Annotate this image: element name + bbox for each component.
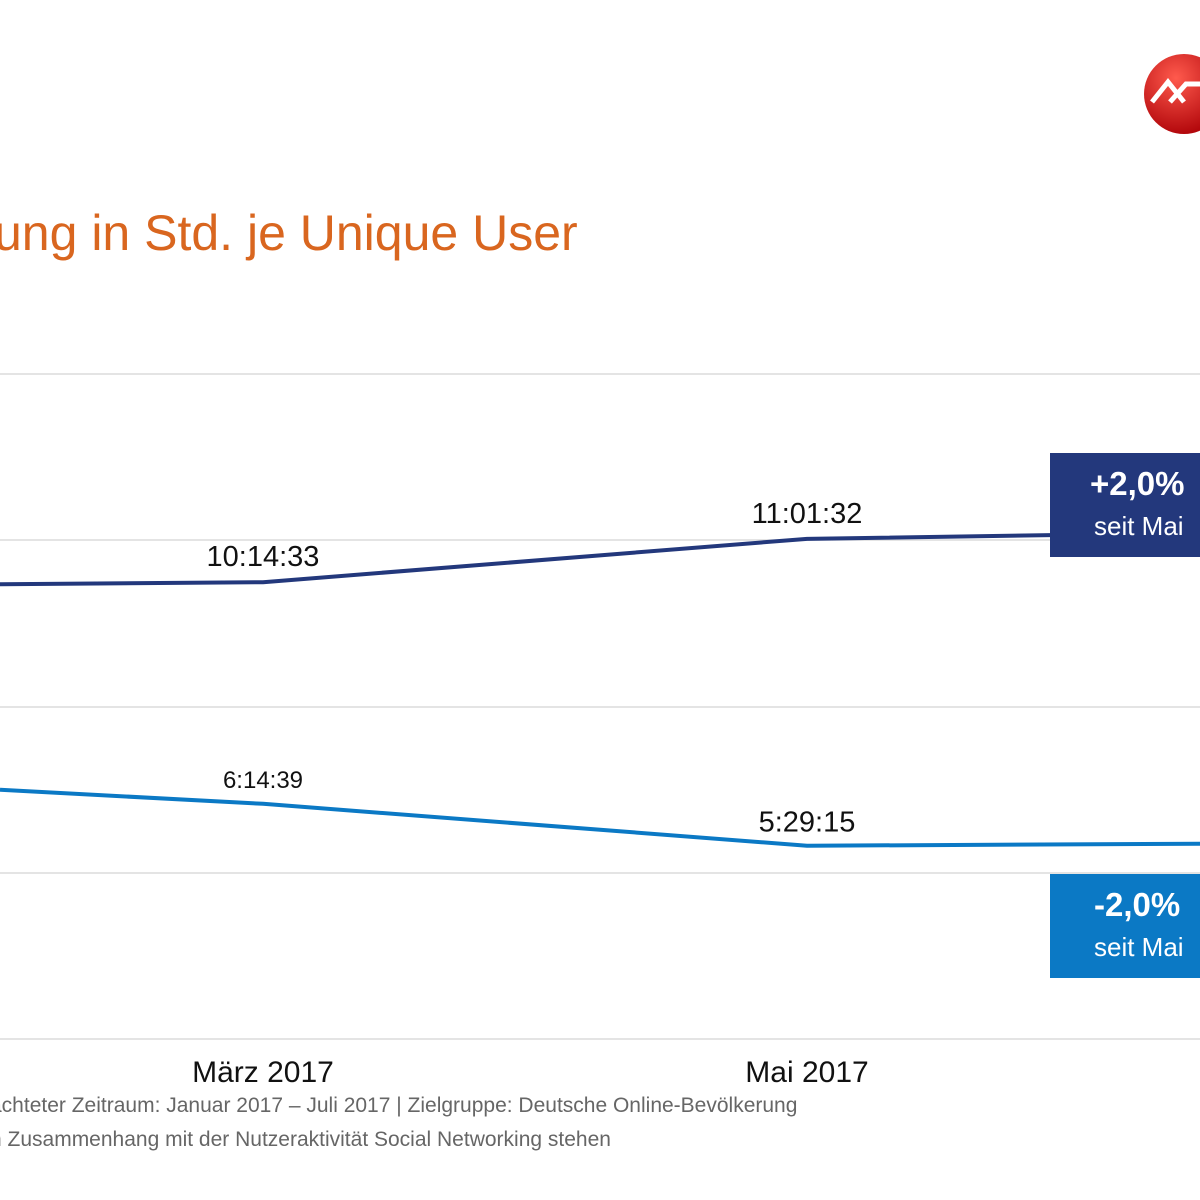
data-label-s0-p1: 11:01:32 [752, 498, 863, 530]
change-badge-top: +2,0% seit Mai [1050, 453, 1200, 557]
change-badge-bottom: -2,0% seit Mai [1050, 874, 1200, 978]
change-badge-top-label: seit Mai [1094, 511, 1184, 541]
data-label-s1-p1: 5:29:15 [759, 807, 856, 839]
footnote-period: achteter Zeitraum: Januar 2017 – Juli 20… [0, 1094, 798, 1117]
brand-logo [1144, 54, 1200, 134]
x-tick-label-1: Mai 2017 [745, 1056, 868, 1089]
change-badge-top-value: +2,0% [1090, 465, 1185, 502]
change-badge-bottom-value: -2,0% [1094, 886, 1181, 923]
line-chart: 10:14:33 11:01:32 6:14:39 5:29:15 März 2017… [0, 373, 1200, 1089]
series-line-1 [0, 787, 1200, 848]
data-label-s0-p0: 10:14:33 [207, 541, 320, 573]
data-label-s1-p0: 6:14:39 [223, 767, 303, 794]
change-badge-bottom-label: seit Mai [1094, 932, 1184, 962]
chart-grid [0, 373, 1200, 1040]
chart-subtitle: ung in Std. je Unique User [0, 205, 578, 261]
series-line-0 [0, 530, 1200, 587]
footnote-activity: n Zusammenhang mit der Nutzeraktivität S… [0, 1128, 611, 1151]
x-tick-label-0: März 2017 [192, 1056, 334, 1089]
